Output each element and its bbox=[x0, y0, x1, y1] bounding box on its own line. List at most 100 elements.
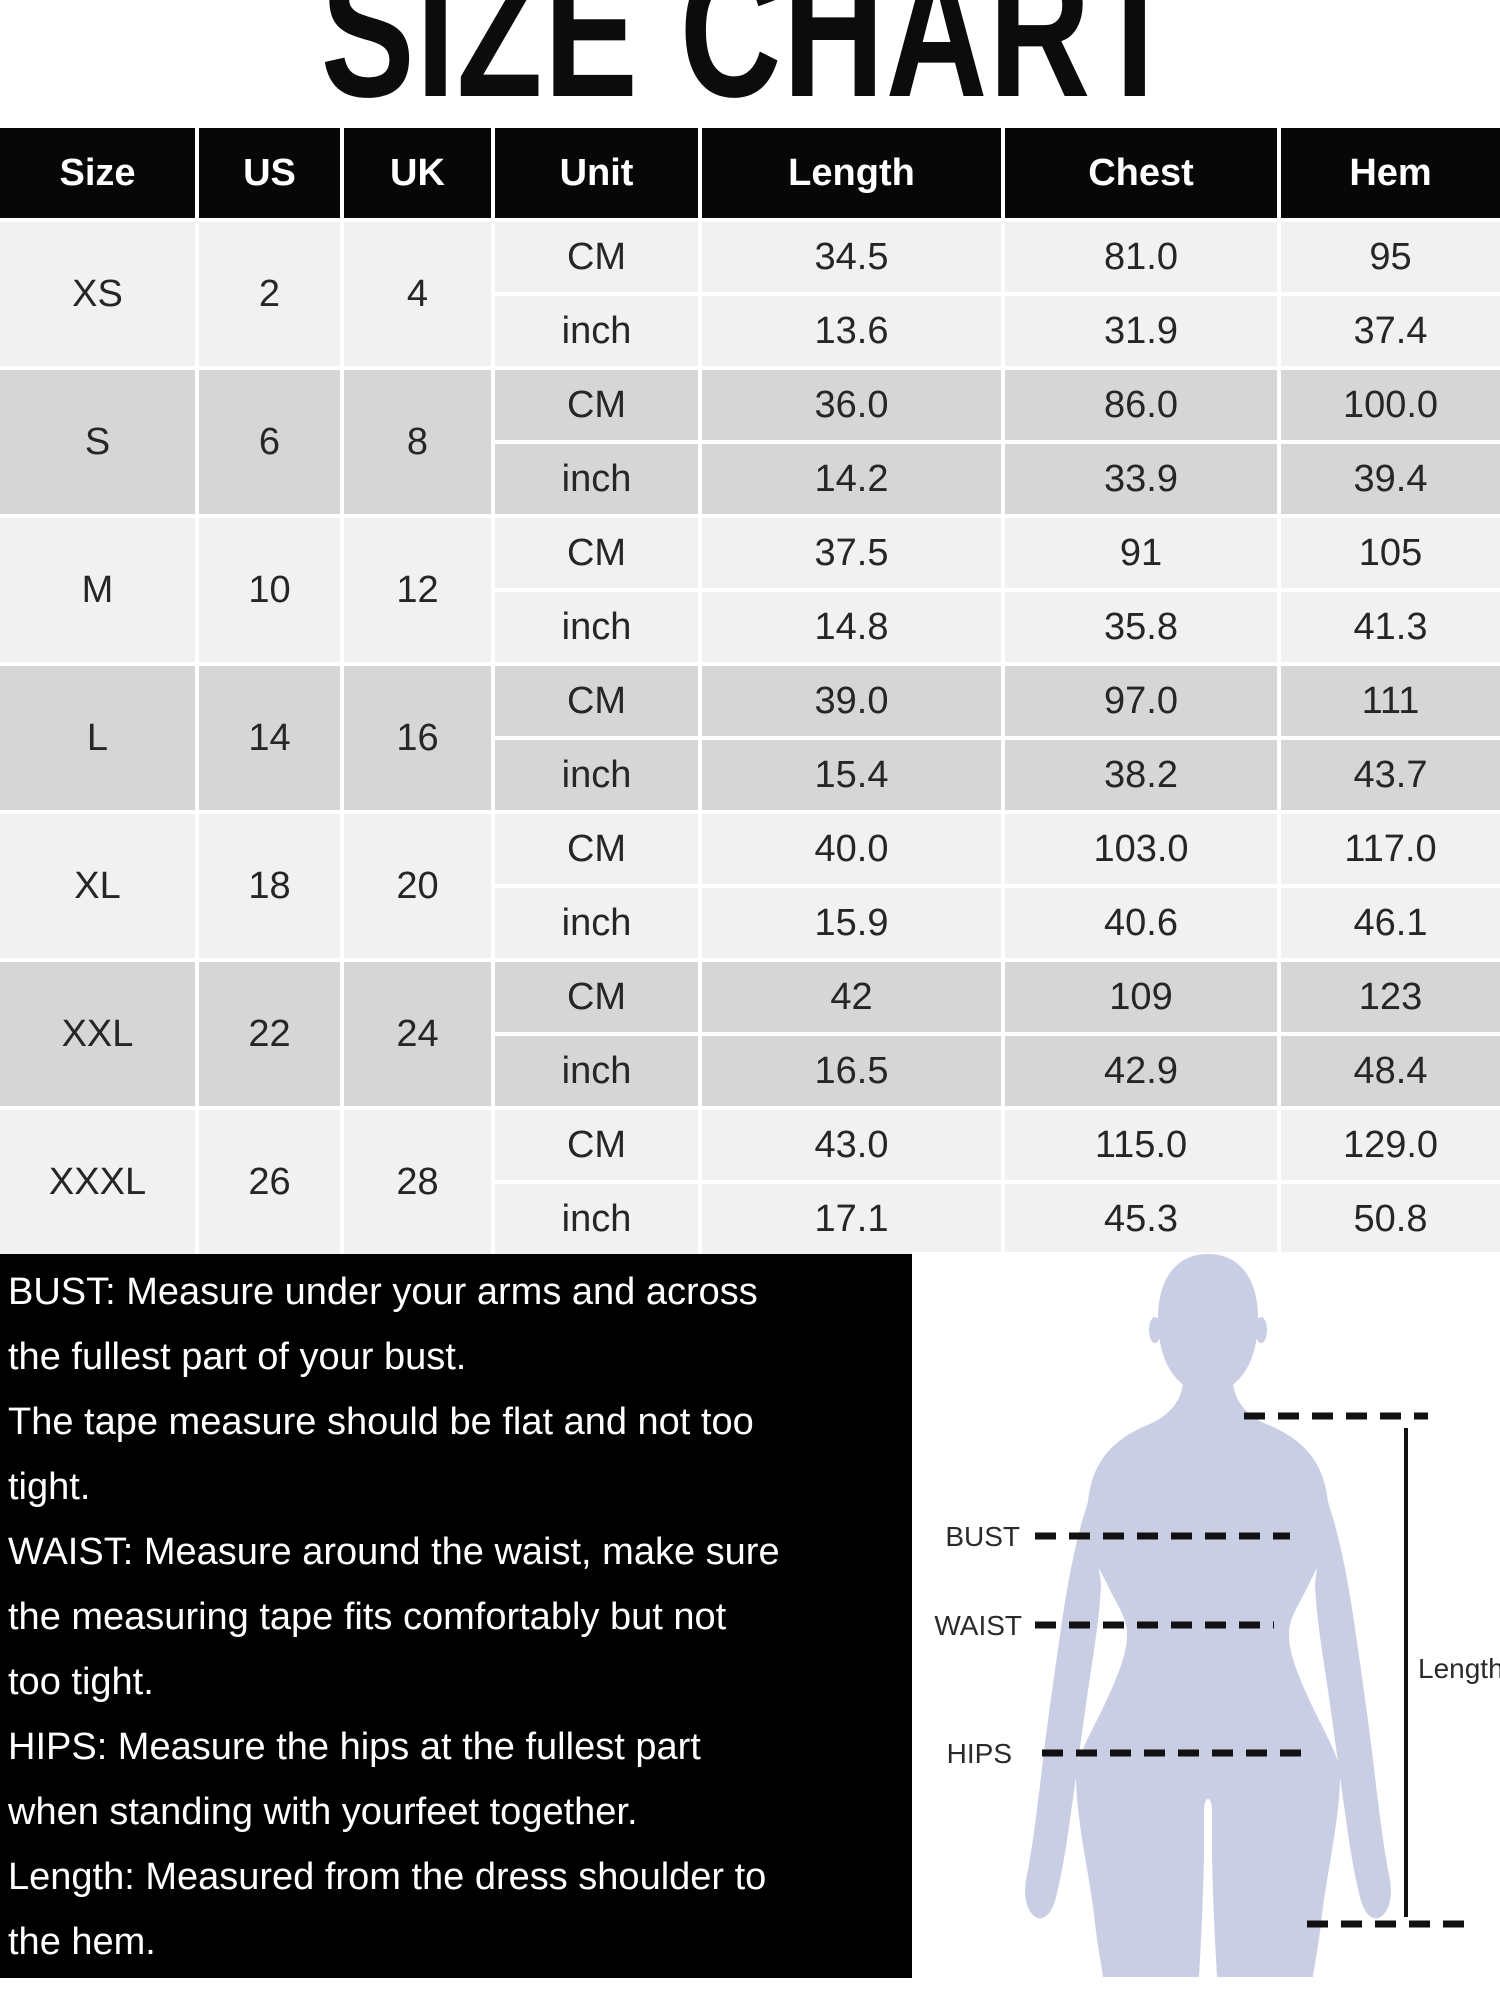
chest-cm-cell: 86.0 bbox=[1005, 370, 1277, 440]
hips-label: HIPS bbox=[947, 1738, 1012, 1769]
length-inch-cell: 15.9 bbox=[702, 888, 1001, 958]
us-cell: 14 bbox=[199, 666, 340, 810]
unit-cm-cell: CM bbox=[495, 962, 698, 1032]
note-line: tight. bbox=[8, 1466, 91, 1508]
length-label: Length bbox=[1418, 1653, 1500, 1684]
col-header-us: US bbox=[199, 128, 340, 218]
hem-inch-cell: 46.1 bbox=[1281, 888, 1500, 958]
chest-inch-cell: 40.6 bbox=[1005, 888, 1277, 958]
uk-cell: 20 bbox=[344, 814, 491, 958]
size-cell: XL bbox=[0, 814, 195, 958]
col-header-uk: UK bbox=[344, 128, 491, 218]
uk-cell: 28 bbox=[344, 1110, 491, 1254]
us-cell: 10 bbox=[199, 518, 340, 662]
unit-inch-cell: inch bbox=[495, 1036, 698, 1106]
unit-inch-cell: inch bbox=[495, 296, 698, 366]
hem-inch-cell: 39.4 bbox=[1281, 444, 1500, 514]
size-cell: XXXL bbox=[0, 1110, 195, 1254]
us-cell: 6 bbox=[199, 370, 340, 514]
col-header-unit: Unit bbox=[495, 128, 698, 218]
us-cell: 2 bbox=[199, 222, 340, 366]
unit-cm-cell: CM bbox=[495, 222, 698, 292]
hem-cm-cell: 95 bbox=[1281, 222, 1500, 292]
length-inch-cell: 14.2 bbox=[702, 444, 1001, 514]
unit-inch-cell: inch bbox=[495, 740, 698, 810]
unit-cm-cell: CM bbox=[495, 814, 698, 884]
col-header-chest: Chest bbox=[1005, 128, 1277, 218]
hem-inch-cell: 43.7 bbox=[1281, 740, 1500, 810]
size-cell: M bbox=[0, 518, 195, 662]
col-header-length: Length bbox=[702, 128, 1001, 218]
note-line: The tape measure should be flat and not … bbox=[8, 1401, 754, 1443]
chest-cm-cell: 81.0 bbox=[1005, 222, 1277, 292]
chest-cm-cell: 109 bbox=[1005, 962, 1277, 1032]
length-inch-cell: 13.6 bbox=[702, 296, 1001, 366]
note-line: the fullest part of your bust. bbox=[8, 1336, 467, 1378]
chest-inch-cell: 38.2 bbox=[1005, 740, 1277, 810]
us-cell: 26 bbox=[199, 1110, 340, 1254]
uk-cell: 24 bbox=[344, 962, 491, 1106]
note-line: HIPS: Measure the hips at the fullest pa… bbox=[8, 1726, 701, 1768]
note-line: too tight. bbox=[8, 1661, 154, 1703]
length-cm-cell: 34.5 bbox=[702, 222, 1001, 292]
length-cm-cell: 37.5 bbox=[702, 518, 1001, 588]
col-header-hem: Hem bbox=[1281, 128, 1500, 218]
note-line: WAIST: Measure around the waist, make su… bbox=[8, 1531, 780, 1573]
length-cm-cell: 36.0 bbox=[702, 370, 1001, 440]
chest-inch-cell: 31.9 bbox=[1005, 296, 1277, 366]
hem-cm-cell: 129.0 bbox=[1281, 1110, 1500, 1180]
note-line: BUST: Measure under your arms and across bbox=[8, 1271, 758, 1313]
hem-inch-cell: 37.4 bbox=[1281, 296, 1500, 366]
hem-cm-cell: 111 bbox=[1281, 666, 1500, 736]
hem-inch-cell: 41.3 bbox=[1281, 592, 1500, 662]
chest-cm-cell: 91 bbox=[1005, 518, 1277, 588]
bust-label: BUST bbox=[945, 1521, 1020, 1552]
size-cell: L bbox=[0, 666, 195, 810]
hem-cm-cell: 105 bbox=[1281, 518, 1500, 588]
chest-inch-cell: 42.9 bbox=[1005, 1036, 1277, 1106]
chest-inch-cell: 33.9 bbox=[1005, 444, 1277, 514]
size-cell: S bbox=[0, 370, 195, 514]
measurement-notes: BUST: Measure under your arms and across… bbox=[0, 1254, 912, 1978]
length-inch-cell: 17.1 bbox=[702, 1184, 1001, 1254]
note-line: the hem. bbox=[8, 1921, 156, 1963]
chest-cm-cell: 103.0 bbox=[1005, 814, 1277, 884]
chest-cm-cell: 115.0 bbox=[1005, 1110, 1277, 1180]
note-line: Length: Measured from the dress shoulder… bbox=[8, 1856, 767, 1898]
hem-inch-cell: 50.8 bbox=[1281, 1184, 1500, 1254]
hem-inch-cell: 48.4 bbox=[1281, 1036, 1500, 1106]
female-body-silhouette-icon bbox=[1025, 1254, 1391, 1977]
chest-cm-cell: 97.0 bbox=[1005, 666, 1277, 736]
length-inch-cell: 15.4 bbox=[702, 740, 1001, 810]
uk-cell: 16 bbox=[344, 666, 491, 810]
measurement-lines bbox=[1035, 1412, 1472, 1928]
body-measurement-diagram: BUST WAIST HIPS Length bbox=[912, 1252, 1500, 2000]
us-cell: 22 bbox=[199, 962, 340, 1106]
unit-cm-cell: CM bbox=[495, 518, 698, 588]
us-cell: 18 bbox=[199, 814, 340, 958]
col-header-size: Size bbox=[0, 128, 195, 218]
unit-cm-cell: CM bbox=[495, 666, 698, 736]
hem-cm-cell: 117.0 bbox=[1281, 814, 1500, 884]
size-table: Size US UK Unit Length Chest Hem XS 2 4 … bbox=[0, 128, 1500, 1254]
page-title-text: SIZE CHART bbox=[320, 0, 1180, 137]
length-cm-cell: 42 bbox=[702, 962, 1001, 1032]
size-cell: XS bbox=[0, 222, 195, 366]
uk-cell: 12 bbox=[344, 518, 491, 662]
size-cell: XXL bbox=[0, 962, 195, 1106]
unit-cm-cell: CM bbox=[495, 370, 698, 440]
waist-label: WAIST bbox=[934, 1610, 1022, 1641]
length-inch-cell: 14.8 bbox=[702, 592, 1001, 662]
unit-cm-cell: CM bbox=[495, 1110, 698, 1180]
hem-cm-cell: 123 bbox=[1281, 962, 1500, 1032]
note-line: when standing with yourfeet together. bbox=[8, 1791, 638, 1833]
length-cm-cell: 40.0 bbox=[702, 814, 1001, 884]
length-cm-cell: 39.0 bbox=[702, 666, 1001, 736]
unit-inch-cell: inch bbox=[495, 592, 698, 662]
chest-inch-cell: 35.8 bbox=[1005, 592, 1277, 662]
length-cm-cell: 43.0 bbox=[702, 1110, 1001, 1180]
page-title: SIZE CHART bbox=[0, 0, 1500, 136]
unit-inch-cell: inch bbox=[495, 1184, 698, 1254]
unit-inch-cell: inch bbox=[495, 888, 698, 958]
